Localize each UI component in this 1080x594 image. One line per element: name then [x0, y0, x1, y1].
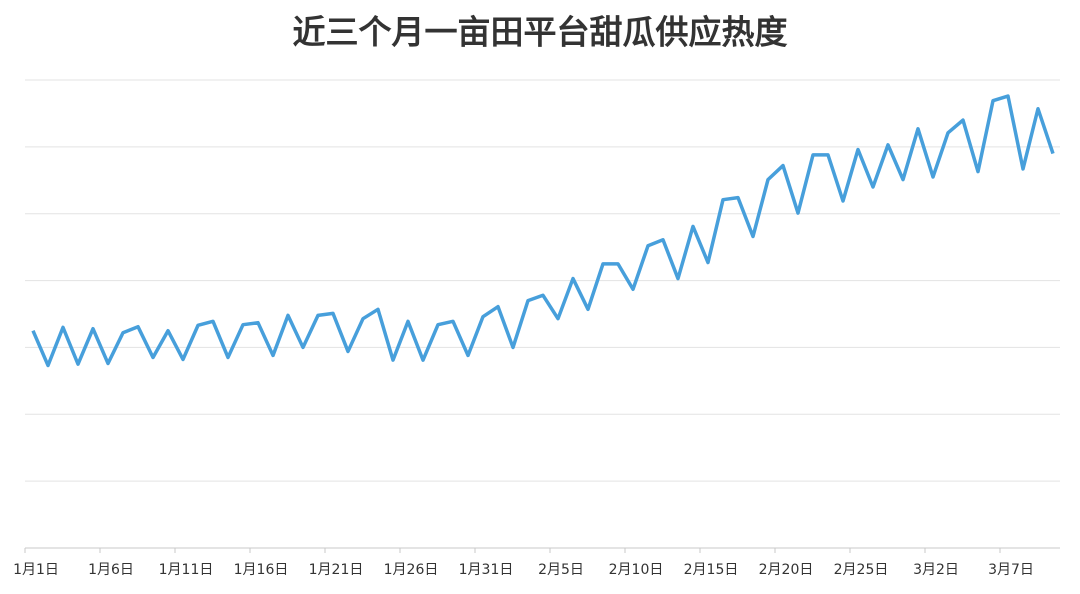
x-tick-label: 1月1日	[13, 562, 59, 578]
x-tick-label: 1月16日	[234, 562, 289, 578]
x-tick-label: 1月6日	[88, 562, 134, 578]
x-tick-label: 1月31日	[459, 562, 514, 578]
x-tick-label: 2月20日	[759, 562, 814, 578]
x-tick-label: 1月11日	[159, 562, 214, 578]
x-tick-label: 3月2日	[913, 562, 959, 578]
x-tick-label: 2月25日	[834, 562, 889, 578]
x-tick-label: 2月15日	[684, 562, 739, 578]
x-tick-label: 2月5日	[538, 562, 584, 578]
chart-title: 近三个月一亩田平台甜瓜供应热度	[293, 13, 788, 52]
x-tick-label: 1月21日	[309, 562, 364, 578]
data-line	[31, 94, 1055, 368]
x-tick-label: 2月10日	[609, 562, 664, 578]
x-tick-label: 1月26日	[384, 562, 439, 578]
x-tick-label: 3月7日	[988, 562, 1034, 578]
